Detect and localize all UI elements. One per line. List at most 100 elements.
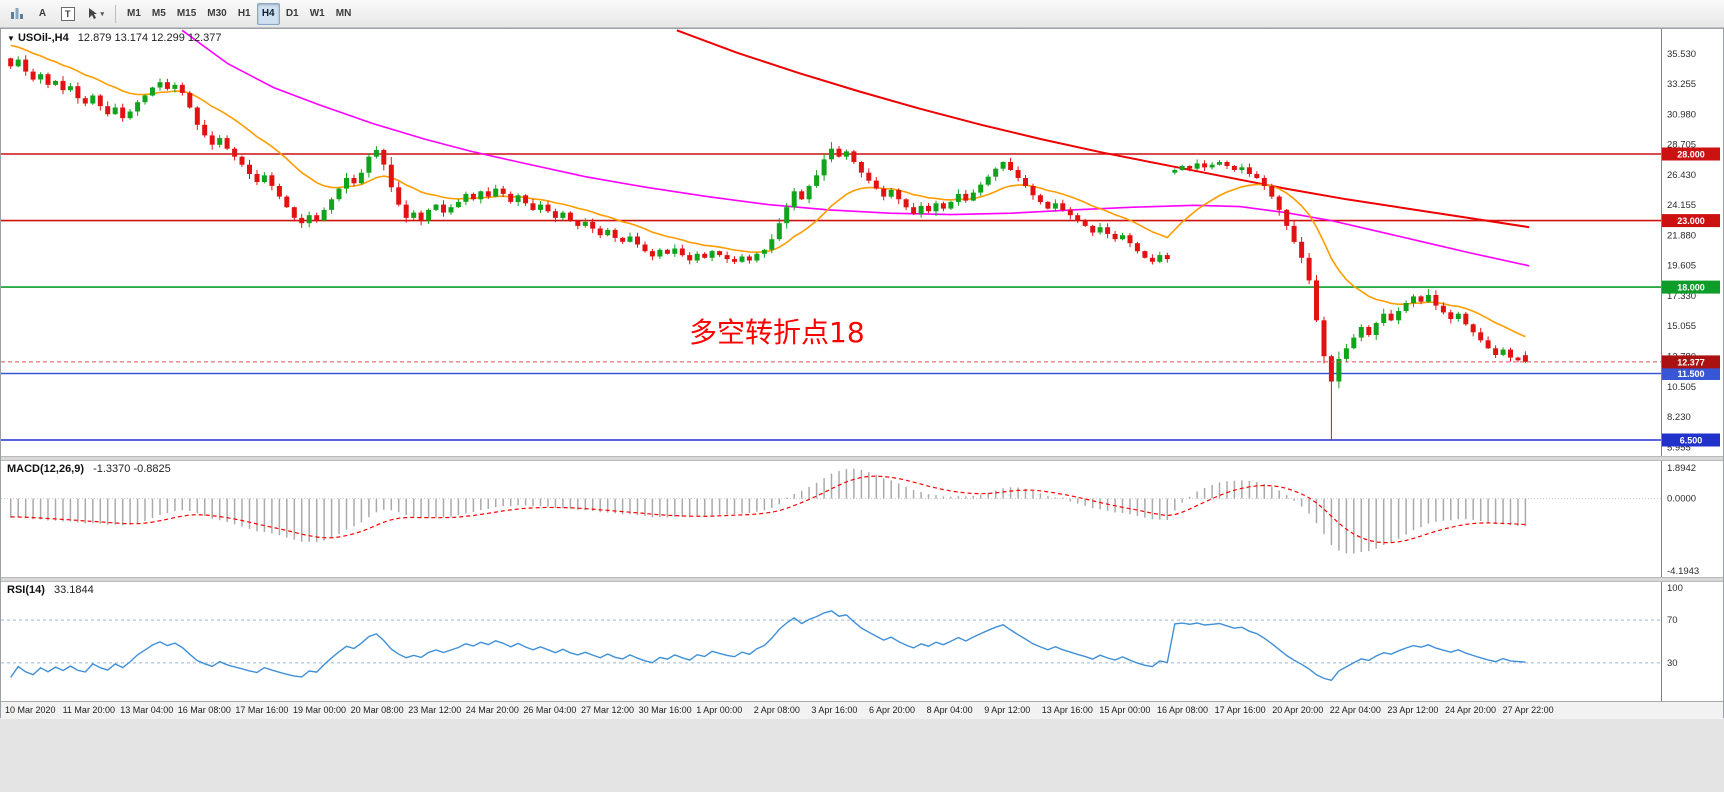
chevron-down-icon: ▾ — [100, 10, 105, 18]
candle — [463, 191, 469, 206]
candle — [344, 173, 349, 194]
timeframe-button-w1[interactable]: W1 — [305, 3, 330, 25]
candle — [150, 86, 155, 97]
candle — [694, 251, 700, 263]
time-axis-label: 23 Mar 12:00 — [408, 705, 462, 715]
candle — [1373, 321, 1379, 341]
candle — [1231, 165, 1237, 172]
rsi-label: RSI(14) 33.1844 — [7, 584, 94, 596]
text-tool-button[interactable]: A — [31, 3, 54, 25]
label-tool-button[interactable]: T — [56, 3, 80, 25]
candle — [30, 68, 36, 82]
candle — [620, 237, 626, 244]
charts-window-button[interactable] — [5, 3, 29, 25]
rsi-pane[interactable]: 100 70 30 — [1, 582, 1723, 701]
candle — [717, 250, 723, 257]
candle — [45, 72, 51, 89]
candle — [538, 201, 543, 214]
candle — [769, 234, 775, 254]
candle — [172, 82, 178, 93]
candle — [1097, 223, 1103, 235]
candle — [672, 244, 678, 257]
candle — [1134, 241, 1140, 254]
timeframe-button-h4[interactable]: H4 — [256, 2, 280, 25]
timeframe-button-h1[interactable]: H1 — [233, 3, 256, 25]
candle — [739, 253, 745, 263]
macd-pane[interactable]: 1.8942 0.0000 -4.1943 — [1, 461, 1723, 577]
price-axis-label: 30.980 — [1667, 109, 1696, 120]
candle — [1187, 165, 1193, 172]
candle — [814, 170, 820, 188]
price-axis-label: 15.055 — [1667, 321, 1696, 332]
price-badge: 12.377 — [1662, 355, 1720, 369]
candle — [209, 131, 215, 150]
time-axis-label: 22 Apr 04:00 — [1329, 705, 1381, 715]
candle — [1440, 302, 1446, 315]
time-axis-label: 20 Apr 20:00 — [1272, 705, 1324, 715]
cursor-icon — [88, 8, 97, 19]
candle — [1045, 201, 1051, 210]
timeframe-button-d1[interactable]: D1 — [281, 3, 304, 25]
candle — [635, 232, 640, 248]
candle — [157, 78, 163, 91]
candle — [15, 56, 21, 68]
candle — [261, 172, 267, 184]
time-axis-label: 16 Apr 08:00 — [1157, 705, 1209, 715]
candle — [232, 146, 238, 161]
rsi-indicator-name: RSI(14) — [7, 584, 45, 596]
candle — [1306, 253, 1312, 285]
pane-separator[interactable] — [1, 577, 1723, 582]
candle — [1142, 250, 1148, 259]
red-ma-line[interactable] — [676, 29, 1530, 229]
candle — [1261, 175, 1267, 190]
timeframe-button-m15[interactable]: M15 — [172, 3, 201, 25]
candle — [918, 202, 924, 218]
candle — [806, 184, 812, 204]
macd-axis-label: 1.8942 — [1667, 463, 1696, 474]
candle — [1179, 164, 1185, 171]
candle — [1418, 295, 1424, 305]
timeframe-button-m1[interactable]: M1 — [122, 3, 146, 25]
candle — [896, 188, 902, 205]
timeframe-button-mn[interactable]: MN — [331, 3, 357, 25]
cursor-tool-button[interactable]: ▾ — [82, 3, 110, 25]
candle — [8, 57, 14, 69]
price-badge: 23.000 — [1662, 214, 1720, 228]
candle — [978, 181, 984, 196]
candle — [888, 187, 894, 199]
candle — [508, 191, 514, 204]
macd-axis-label: -4.1943 — [1667, 566, 1699, 577]
time-axis-label: 9 Apr 12:00 — [984, 705, 1031, 715]
candle — [1276, 194, 1282, 216]
candle — [366, 153, 372, 178]
candle — [396, 181, 402, 207]
candle — [299, 214, 305, 228]
time-axis-label: 6 Apr 20:00 — [869, 705, 916, 715]
candle — [575, 219, 581, 230]
candle — [485, 187, 491, 199]
macd-indicator-name: MACD(12,26,9) — [7, 463, 85, 475]
candle — [60, 76, 66, 95]
pane-separator[interactable] — [1, 456, 1723, 461]
timeframe-button-m30[interactable]: M30 — [202, 3, 231, 25]
price-chart-pane[interactable]: 35.530 33.255 30.980 28.705 26.430 24.155 21.8… — [1, 29, 1723, 456]
candle — [746, 254, 752, 264]
candle — [911, 203, 917, 216]
candle — [1127, 233, 1133, 248]
svg-text:18.000: 18.000 — [1677, 283, 1705, 293]
candle — [67, 83, 73, 92]
symbol-dropdown-icon[interactable]: ▼ — [7, 34, 15, 43]
candle — [664, 248, 670, 255]
time-axis-label: 20 Mar 08:00 — [350, 705, 404, 715]
price-axis-label: 24.155 — [1667, 200, 1696, 211]
candle — [38, 72, 44, 84]
candle — [247, 159, 252, 179]
rsi-line — [10, 610, 1526, 682]
candle — [858, 161, 864, 178]
candle — [1366, 325, 1372, 337]
ohlc-values: 12.879 13.174 12.299 12.377 — [77, 32, 222, 44]
candle — [426, 208, 432, 224]
candle — [866, 168, 872, 184]
timeframe-button-m5[interactable]: M5 — [147, 3, 171, 25]
chart-annotation[interactable]: 多空转折点18 — [689, 316, 865, 349]
